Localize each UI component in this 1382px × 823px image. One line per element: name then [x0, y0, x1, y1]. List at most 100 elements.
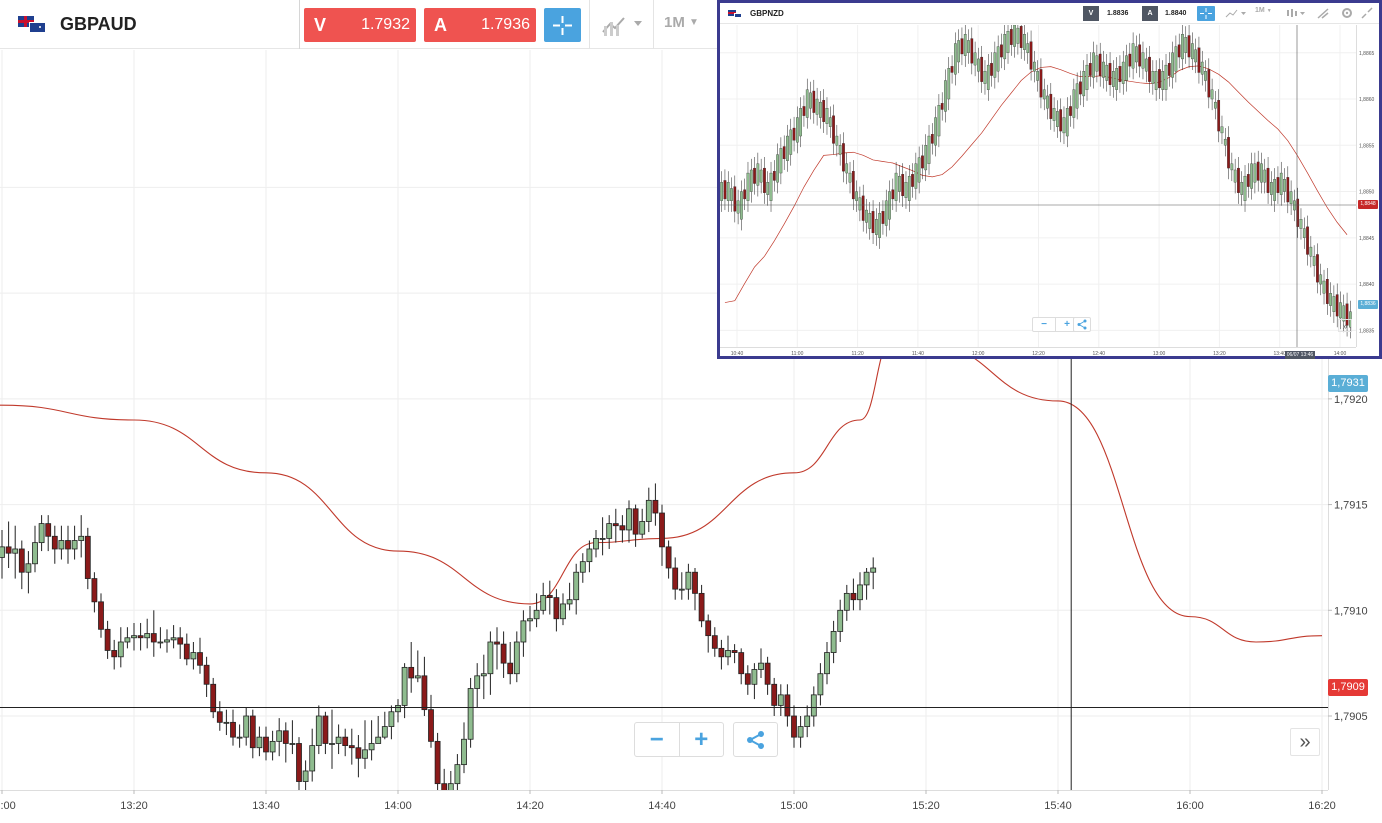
candle-body: [973, 52, 977, 66]
gear-icon[interactable]: [1340, 7, 1354, 19]
candle-body: [878, 212, 881, 238]
candle-body: [764, 662, 771, 685]
candle-body: [1270, 182, 1273, 195]
timeframe-selector[interactable]: 1M ▼: [664, 14, 699, 38]
secondary-symbol-selector[interactable]: GBPNZD: [728, 3, 784, 24]
candle-body: [78, 535, 85, 541]
candle-body: [736, 200, 740, 214]
candle-body: [223, 721, 230, 724]
candle-body: [812, 90, 816, 113]
candle-body: [1135, 46, 1138, 63]
secondary-share-button[interactable]: [1073, 317, 1091, 332]
draw-tool-icon[interactable]: [1316, 7, 1330, 19]
time-tick-label: 12:20: [1032, 351, 1045, 356]
candle-body: [960, 38, 964, 55]
secondary-zoom-in-button[interactable]: +: [1064, 319, 1070, 330]
collapse-icon[interactable]: [1360, 7, 1374, 19]
candle-body: [315, 715, 322, 747]
candle-body: [1302, 228, 1306, 238]
candle-body: [527, 618, 533, 622]
candle-body: [718, 647, 725, 658]
sell-label: V: [314, 14, 327, 35]
candle-body: [421, 675, 428, 711]
symbol-selector[interactable]: GBPAUD: [0, 0, 300, 49]
candle-body: [934, 117, 937, 146]
secondary-timeframe-selector[interactable]: 1M ▼: [1255, 7, 1272, 14]
candle-body: [593, 538, 599, 550]
line-chart-icon[interactable]: [1225, 7, 1247, 19]
candle-body: [1039, 69, 1043, 98]
buy-button[interactable]: A 1.7936: [424, 8, 536, 42]
candle-body: [986, 64, 990, 90]
price-tick-label: 1,8850: [1359, 190, 1375, 196]
secondary-chart-window[interactable]: GBPNZD V 1.8836 A 1.8840 1M ▼: [717, 0, 1382, 359]
candle-body: [210, 683, 217, 713]
scroll-to-latest-button[interactable]: »: [1290, 728, 1320, 756]
candle-body: [665, 546, 672, 569]
candle-body: [71, 540, 78, 550]
secondary-chart-grid: [720, 25, 1356, 347]
candle-body: [858, 197, 862, 211]
candle-body: [857, 584, 863, 601]
candle-body: [1237, 167, 1240, 193]
candle-body: [894, 172, 898, 201]
candle-body: [606, 523, 613, 539]
candle-body: [447, 783, 454, 790]
candle-body: [632, 508, 639, 535]
zoom-out-button[interactable]: −: [635, 723, 680, 756]
candle-body: [914, 163, 918, 189]
candle-body: [25, 563, 32, 573]
candle-body: [467, 688, 474, 740]
candle-body: [797, 726, 804, 738]
chart-type-button[interactable]: [600, 12, 646, 38]
candle-body: [1233, 169, 1237, 183]
secondary-scroll-to-latest-button[interactable]: »: [1338, 319, 1352, 332]
moving-average-line: [0, 336, 1323, 643]
candle-body: [1069, 106, 1072, 116]
secondary-zoom-controls: − +: [1032, 317, 1079, 332]
candle-body: [743, 189, 747, 200]
candle-body: [329, 743, 335, 745]
secondary-buy-label[interactable]: A: [1142, 6, 1158, 21]
candle-body: [810, 694, 817, 717]
candle-body: [1151, 71, 1155, 84]
gb-nz-flag-icon: [728, 9, 742, 18]
secondary-chart[interactable]: 1,8835 1,8840 1,8845 1,8850 1,8855 1,8860 1,88…: [720, 25, 1379, 356]
secondary-toolbar: GBPNZD V 1.8836 A 1.8840 1M ▼: [720, 3, 1379, 24]
candle-body: [1046, 95, 1049, 109]
candle-body: [1191, 43, 1194, 60]
secondary-buy-price[interactable]: 1.8840: [1165, 10, 1187, 17]
price-tick-label: 1,7910: [1334, 605, 1368, 617]
candle-body: [901, 174, 905, 197]
candle-body: [1266, 167, 1270, 193]
candle-body: [513, 641, 520, 675]
secondary-zoom-out-button[interactable]: −: [1033, 318, 1056, 331]
secondary-crosshair-button[interactable]: [1197, 6, 1215, 21]
candle-body: [944, 80, 947, 112]
chevron-down-icon: ▼: [1266, 8, 1272, 14]
line-chart-icon: [602, 17, 642, 36]
candle-body: [1181, 34, 1184, 60]
candle-body: [388, 711, 395, 727]
time-tick-label: 11:20: [852, 351, 864, 356]
candle-body: [652, 499, 659, 514]
crosshair-button[interactable]: [544, 8, 581, 42]
candle-body: [1115, 68, 1118, 90]
candle-body: [540, 595, 547, 611]
candle-body: [825, 108, 829, 124]
candle-body: [850, 592, 857, 601]
secondary-sell-label[interactable]: V: [1083, 6, 1099, 21]
time-tick-label: 12:40: [1093, 351, 1106, 356]
time-tick-label: 11:00: [791, 351, 803, 356]
time-tick-label: 14:00: [1334, 351, 1347, 356]
candle-body: [276, 730, 283, 742]
candle-body: [84, 535, 91, 579]
candle-body: [843, 592, 850, 611]
share-button[interactable]: [733, 722, 778, 757]
secondary-sell-price[interactable]: 1.8836: [1107, 10, 1129, 17]
candlestick-icon[interactable]: [1285, 7, 1307, 19]
sell-button[interactable]: V 1.7932: [304, 8, 416, 42]
zoom-in-button[interactable]: +: [694, 725, 709, 753]
candle-body: [533, 609, 540, 620]
